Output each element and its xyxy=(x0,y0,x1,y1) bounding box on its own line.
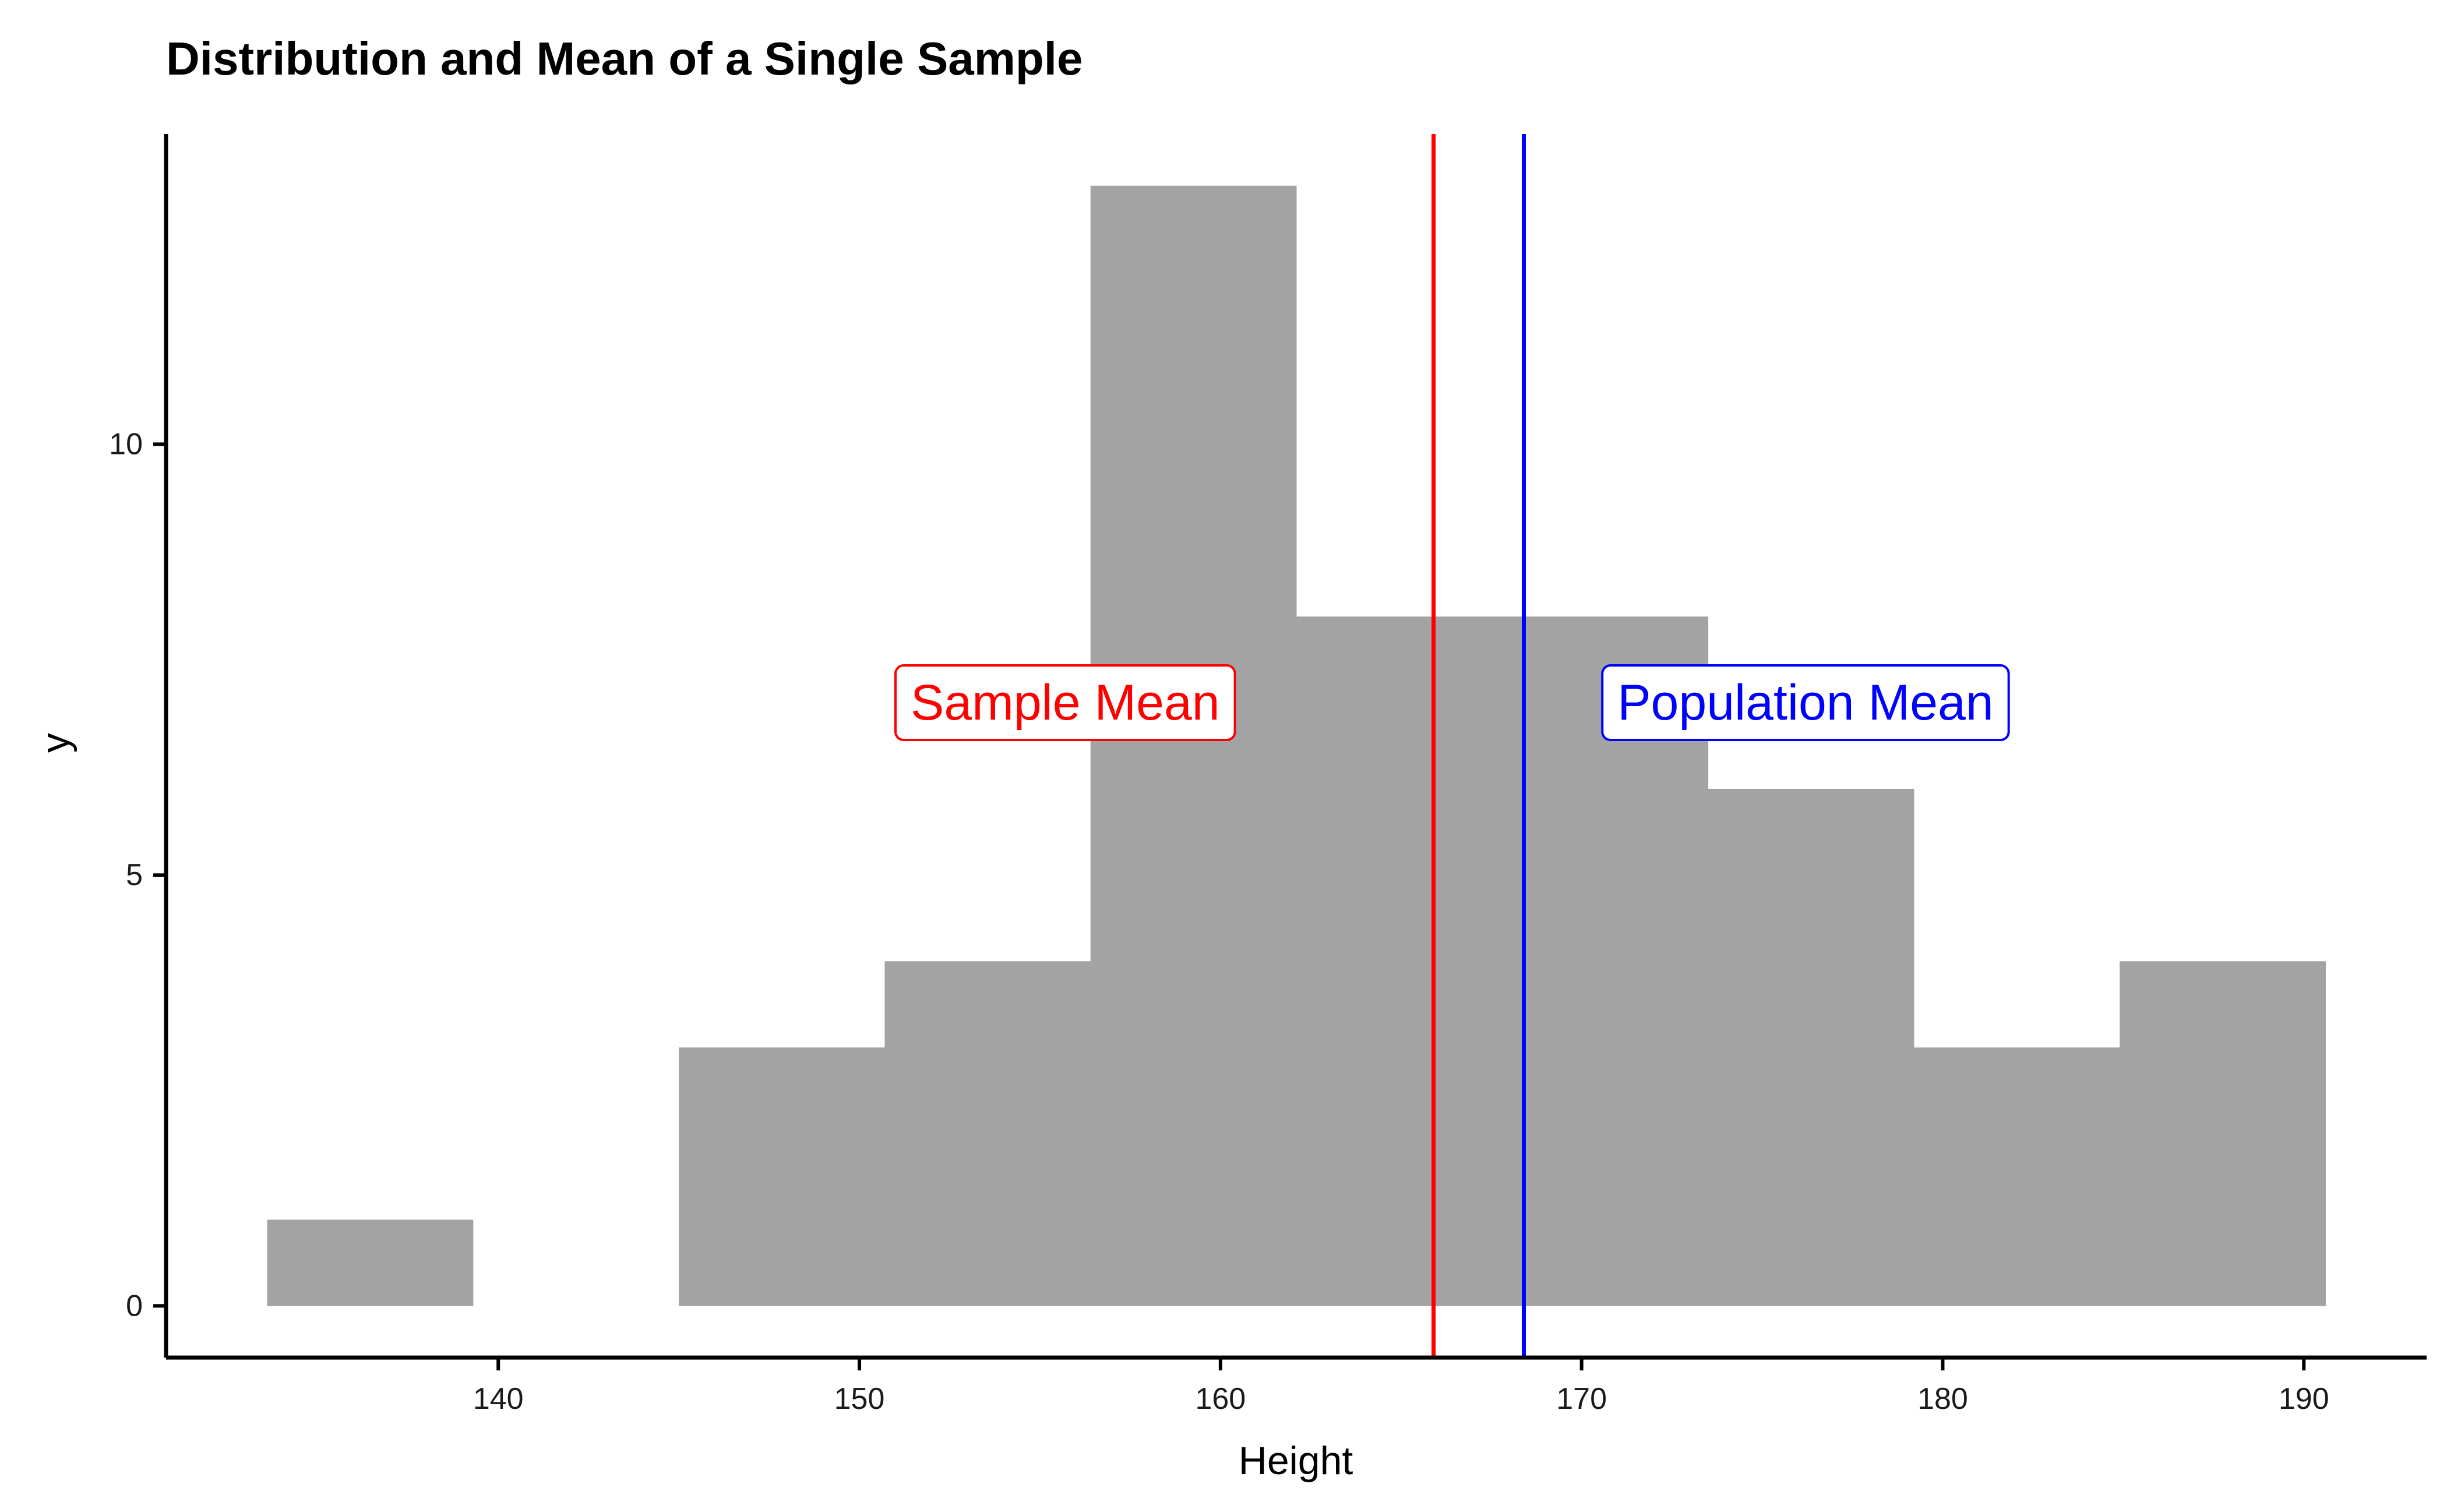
histogram-bar-2 xyxy=(679,1047,885,1306)
y-tick-label-10: 10 xyxy=(109,427,143,461)
histogram-bar-8 xyxy=(1913,1047,2120,1306)
sample-mean-label: Sample Mean xyxy=(894,664,1236,742)
y-tick-label-5: 5 xyxy=(126,858,143,892)
sample-mean-label-text: Sample Mean xyxy=(911,675,1220,731)
x-tick-label-140: 140 xyxy=(473,1382,524,1416)
chart-title: Distribution and Mean of a Single Sample xyxy=(166,33,1083,84)
population-mean-label-text: Population Mean xyxy=(1617,675,1993,731)
y-axis-title: y xyxy=(33,733,77,753)
histogram-bar-7 xyxy=(1708,788,1914,1306)
sample-mean-label-box xyxy=(894,664,1236,742)
axes-layer: 140 150 160 170 180 190 0 5 10 xyxy=(109,134,2427,1416)
histogram-bar-0 xyxy=(267,1220,474,1306)
x-axis-title: Height xyxy=(1239,1439,1353,1483)
histogram-bar-9 xyxy=(2120,961,2326,1306)
histogram-bar-4 xyxy=(1090,185,1297,1306)
histogram-bar-5 xyxy=(1296,616,1503,1306)
histogram-bar-3 xyxy=(884,961,1091,1306)
annotations-layer: Sample Mean Population Mean xyxy=(894,664,2010,742)
y-tick-label-0: 0 xyxy=(126,1289,143,1323)
x-tick-label-190: 190 xyxy=(2279,1382,2329,1416)
population-mean-label: Population Mean xyxy=(1601,664,2010,742)
x-tick-label-160: 160 xyxy=(1195,1382,1246,1416)
mean-lines-layer xyxy=(1431,134,1526,1358)
x-tick-label-170: 170 xyxy=(1556,1382,1607,1416)
x-tick-label-180: 180 xyxy=(1917,1382,1968,1416)
x-tick-label-150: 150 xyxy=(834,1382,885,1416)
population-mean-label-box xyxy=(1601,664,2010,742)
bars-layer xyxy=(267,185,2326,1306)
